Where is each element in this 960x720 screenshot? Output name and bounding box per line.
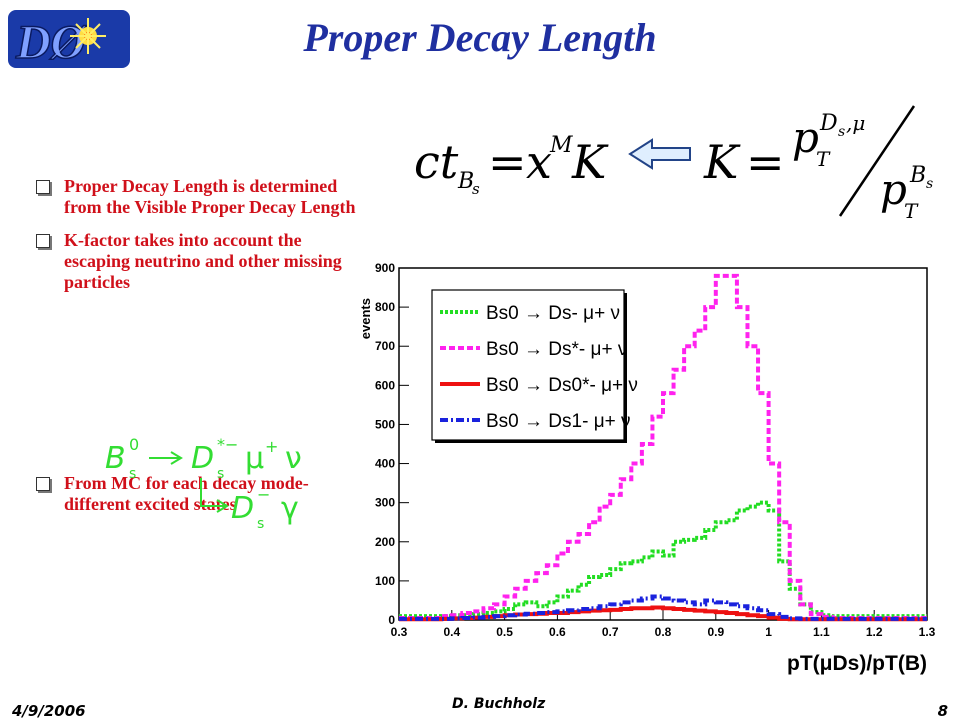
svg-text:s: s <box>257 516 264 530</box>
svg-text:D: D <box>191 441 214 476</box>
y-tick-label: 100 <box>375 574 395 588</box>
checkbox-bullet-icon <box>36 180 50 194</box>
x-tick-label: 1.3 <box>919 625 936 639</box>
legend-entry: Bs0 → Ds*- μ+ ν <box>486 339 627 360</box>
x-tick-label: 0.7 <box>602 625 619 639</box>
footer-page-number: 8 <box>937 702 948 720</box>
decay-ratio-histogram: 0 100 200 300 400 500 600 700 800 900 0.3 0.4 0.5 0.6… <box>358 261 936 675</box>
svg-text:−: − <box>257 485 270 504</box>
legend-entry: Bs0 → Ds0*- μ+ ν <box>486 375 638 396</box>
svg-text:s: s <box>926 176 933 192</box>
svg-text:s: s <box>472 180 480 198</box>
series-line-4 <box>399 594 927 621</box>
svg-text:ct: ct <box>414 135 459 189</box>
svg-text:T: T <box>816 147 831 171</box>
bullet-item: K-factor takes into account the escaping… <box>36 230 356 293</box>
legend-entry: Bs0 → Ds- μ+ ν <box>486 303 620 324</box>
bullet-text: From MC for each decay mode- different e… <box>64 473 309 514</box>
svg-text:p: p <box>792 113 819 162</box>
decay-chain-diagram: B 0 s D *− s μ + ν D − s γ <box>105 435 302 530</box>
svg-text:K: K <box>703 135 741 189</box>
svg-text:x: x <box>526 135 552 189</box>
svg-text:,μ: ,μ <box>846 111 865 135</box>
svg-text:s: s <box>838 124 845 140</box>
checkbox-bullet-icon <box>36 234 50 248</box>
svg-text:DØ: DØ <box>15 16 88 69</box>
svg-text:γ: γ <box>281 491 299 526</box>
svg-text:=: = <box>488 135 527 189</box>
y-tick-label: 500 <box>375 417 395 431</box>
svg-text:B: B <box>457 169 474 194</box>
x-tick-label: 1.2 <box>866 625 883 639</box>
x-tick-label: 0.9 <box>707 625 724 639</box>
svg-text:B: B <box>105 441 126 476</box>
d0-logo: DØ <box>8 10 130 70</box>
svg-text:K: K <box>571 135 609 189</box>
svg-text:M: M <box>549 133 573 158</box>
x-tick-label: 0.5 <box>496 625 513 639</box>
legend-box <box>431 289 625 441</box>
k-factor-formula: ct B s = x M K K = p T D s ,μ p T B s <box>414 105 933 223</box>
x-tick-label: 0.4 <box>443 625 460 639</box>
slide-title: Proper Decay Length <box>303 15 657 60</box>
y-tick-label: 200 <box>375 535 395 549</box>
x-tick-label: 1.1 <box>813 625 830 639</box>
series-line-3 <box>399 605 927 622</box>
svg-text:s: s <box>217 466 224 482</box>
footer-author: D. Buchholz <box>452 696 546 712</box>
x-tick-label: 1 <box>765 625 772 639</box>
bullet-item: Proper Decay Length is determined from t… <box>36 176 356 218</box>
svg-text:B: B <box>909 163 926 188</box>
bullet-text: Proper Decay Length is determined from t… <box>64 176 356 217</box>
y-tick-label: 900 <box>375 261 395 275</box>
x-tick-label: 0.8 <box>655 625 672 639</box>
y-tick-label: 600 <box>375 378 395 392</box>
svg-text:T: T <box>904 199 919 223</box>
svg-text:0: 0 <box>129 435 139 454</box>
svg-text:s: s <box>129 466 136 482</box>
series-line-2 <box>399 273 927 621</box>
y-tick-label: 300 <box>375 496 395 510</box>
y-axis-label: events <box>358 298 373 339</box>
legend-entry: Bs0 → Ds1- μ+ ν <box>486 411 631 432</box>
svg-text:D: D <box>819 111 838 136</box>
y-tick-label: 700 <box>375 339 395 353</box>
bullet-item: From MC for each decay mode- different e… <box>36 473 336 515</box>
svg-text:p: p <box>880 165 907 214</box>
y-tick-label: 0 <box>388 613 395 627</box>
checkbox-bullet-icon <box>36 477 50 491</box>
svg-text:*−: *− <box>217 435 238 454</box>
svg-text:ν: ν <box>285 441 302 476</box>
x-tick-label: 0.3 <box>391 625 408 639</box>
x-axis-label: pT(μDs)/pT(B) <box>787 652 927 675</box>
bullet-text: K-factor takes into account the escaping… <box>64 230 342 292</box>
svg-text:+: + <box>265 437 278 456</box>
y-tick-label: 400 <box>375 457 395 471</box>
svg-text:=: = <box>746 135 785 189</box>
svg-text:μ: μ <box>245 441 264 476</box>
series-line-1 <box>399 500 927 619</box>
svg-text:D: D <box>231 491 254 526</box>
footer-date: 4/9/2006 <box>12 702 86 720</box>
bullet-list: Proper Decay Length is determined from t… <box>36 176 356 515</box>
x-tick-label: 0.6 <box>549 625 566 639</box>
y-tick-label: 800 <box>375 300 395 314</box>
